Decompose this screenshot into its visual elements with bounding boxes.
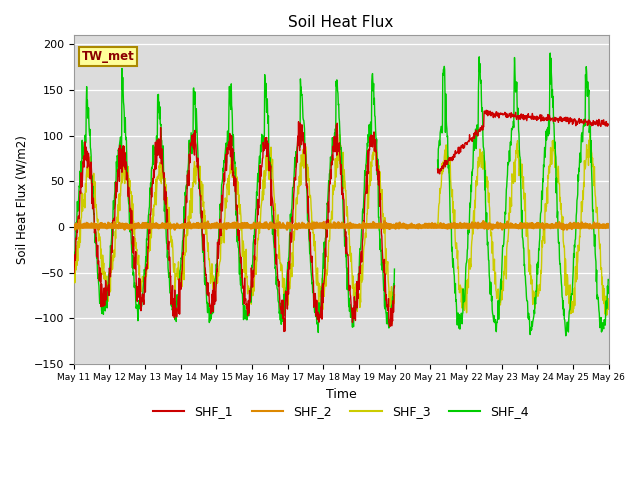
SHF_2 xyxy=(560,227,568,232)
Line: SHF_2: SHF_2 xyxy=(74,220,609,229)
SHF_4 xyxy=(605,277,612,283)
SHF_2 xyxy=(176,223,184,229)
SHF_1 xyxy=(541,116,549,122)
SHF_2 xyxy=(70,226,77,231)
SHF_2 xyxy=(424,224,432,230)
Line: SHF_3: SHF_3 xyxy=(74,134,609,324)
X-axis label: Time: Time xyxy=(326,388,356,401)
SHF_4 xyxy=(70,263,77,269)
SHF_4 xyxy=(494,298,502,303)
SHF_2 xyxy=(541,222,549,228)
SHF_3 xyxy=(248,283,256,289)
Legend: SHF_1, SHF_2, SHF_3, SHF_4: SHF_1, SHF_2, SHF_3, SHF_4 xyxy=(148,400,534,423)
SHF_1 xyxy=(189,132,196,138)
Title: Soil Heat Flux: Soil Heat Flux xyxy=(289,15,394,30)
SHF_3 xyxy=(70,276,77,282)
Line: SHF_4: SHF_4 xyxy=(74,53,609,336)
SHF_3 xyxy=(494,286,502,292)
Y-axis label: Soil Heat Flux (W/m2): Soil Heat Flux (W/m2) xyxy=(15,135,28,264)
Text: TW_met: TW_met xyxy=(82,50,134,63)
Line: SHF_1: SHF_1 xyxy=(74,110,609,332)
SHF_1 xyxy=(176,311,184,317)
SHF_2 xyxy=(249,225,257,231)
SHF_3 xyxy=(189,181,196,187)
SHF_2 xyxy=(189,222,197,228)
SHF_4 xyxy=(248,264,256,270)
SHF_4 xyxy=(189,132,196,138)
SHF_3 xyxy=(541,201,549,206)
SHF_1 xyxy=(248,284,256,290)
SHF_3 xyxy=(605,296,612,301)
SHF_2 xyxy=(605,223,612,229)
SHF_4 xyxy=(176,282,184,288)
SHF_3 xyxy=(176,283,184,289)
SHF_1 xyxy=(605,122,612,128)
SHF_2 xyxy=(76,217,83,223)
SHF_4 xyxy=(541,147,549,153)
SHF_1 xyxy=(494,110,502,116)
SHF_1 xyxy=(70,270,77,276)
SHF_2 xyxy=(494,225,502,231)
